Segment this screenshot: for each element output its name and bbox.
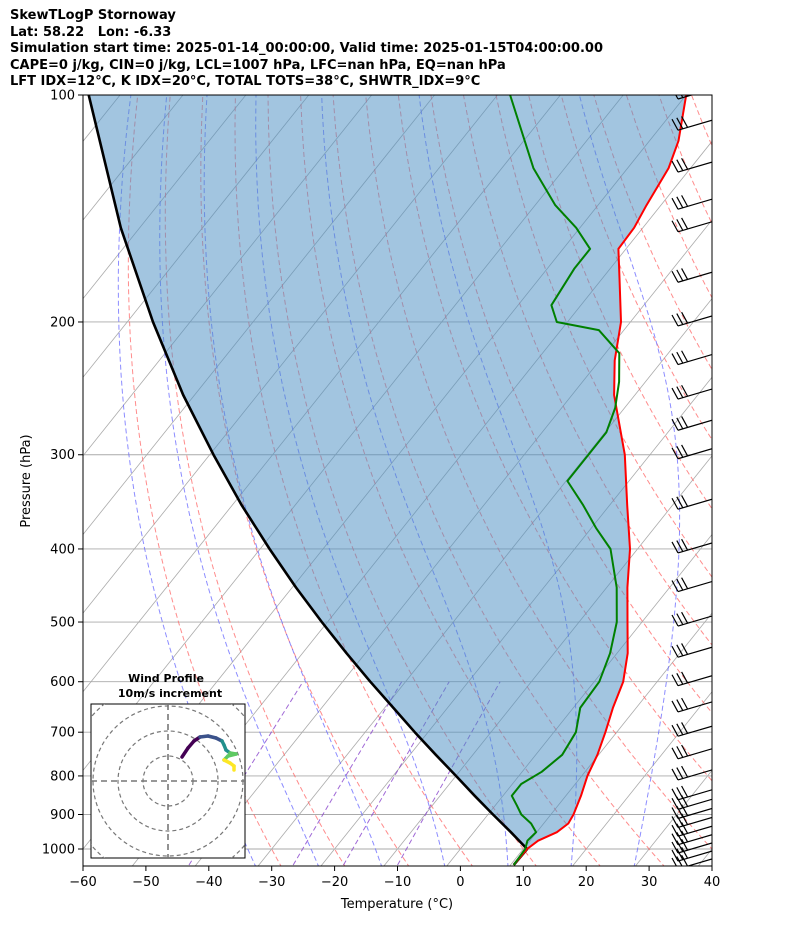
y-tick-label: 1000 [42, 843, 75, 858]
inset-subtitle: 10m/s increment [118, 687, 222, 700]
wind-barb-150 [671, 217, 712, 233]
hodograph-ring [117, 730, 219, 832]
wind-barb-1000 [671, 838, 712, 854]
inset-title: Wind Profile [128, 672, 204, 685]
wind-barb-600 [671, 671, 712, 687]
wind-barb-350 [671, 495, 712, 510]
wind-barb-700 [671, 722, 712, 737]
wind-barb-100 [675, 95, 694, 100]
wind-profile-inset: Wind Profile 10m/s increment [90, 672, 246, 859]
isotherm-30 [634, 769, 712, 866]
dry-adiabat-0 [234, 95, 474, 866]
cape-line: CAPE=0 j/kg, CIN=0 j/kg, LCL=1007 hPa, L… [10, 57, 506, 73]
dry-adiabat-150 [724, 95, 794, 868]
y-tick-label: 500 [50, 616, 75, 631]
moist-adiabat-30 [578, 95, 681, 866]
x-tick-label: −40 [195, 875, 222, 890]
dry-adiabat-160 [757, 95, 794, 868]
y-tick-label: 300 [50, 448, 75, 463]
mixing-ratio-line [292, 681, 403, 866]
wind-barb-225 [671, 350, 712, 366]
wind-barb-275 [671, 416, 712, 431]
wind-barb-650 [671, 697, 712, 713]
dry-adiabat-120 [625, 95, 712, 299]
dry-adiabat-170 [789, 95, 794, 868]
y-tick-label: 400 [50, 542, 75, 557]
wind-barb-110 [671, 116, 712, 131]
wind-barb-200 [671, 311, 712, 327]
y-axis-label: Pressure (hPa) [19, 434, 34, 527]
temperature-line [512, 95, 688, 866]
dry-adiabat-100 [560, 95, 712, 441]
isotherm-20 [572, 691, 712, 866]
isotherm-50 [760, 78, 794, 868]
moist-adiabat--20 [159, 95, 320, 866]
x-tick-label: −60 [69, 875, 96, 890]
dewpoint-line [509, 95, 621, 866]
wind-barb-1025 [671, 846, 712, 862]
dry-adiabat-60 [430, 95, 712, 714]
wind-barb-300 [671, 444, 712, 460]
isotherm--140 [83, 95, 184, 221]
moist-adiabat--10 [203, 95, 383, 866]
x-tick-label: −20 [321, 875, 348, 890]
y-tick-label: 600 [50, 675, 75, 690]
x-tick-label: 30 [641, 875, 658, 890]
wind-barb-175 [671, 268, 712, 283]
wind-barb-450 [671, 577, 712, 593]
dry-adiabat--30 [127, 95, 282, 866]
x-tick-label: 20 [578, 875, 595, 890]
chart-header: SkewTLogP Stornoway Lat: 58.22 Lon: -6.3… [10, 8, 603, 91]
wind-barb-550 [671, 643, 712, 658]
chart-title: SkewTLogP Stornoway [10, 8, 176, 23]
index-line: LFT IDX=12°C, K IDX=20°C, TOTAL TOTS=38°… [10, 74, 481, 89]
wind-barb-800 [671, 765, 712, 781]
y-tick-label: 800 [50, 769, 75, 784]
time-line: Simulation start time: 2025-01-14_00:00:… [10, 41, 603, 56]
x-tick-label: 0 [456, 875, 464, 890]
wind-barb-975 [671, 830, 712, 846]
dry-adiabat-140 [691, 95, 712, 148]
hodograph-segment [180, 746, 190, 759]
wind-barb-400 [671, 538, 712, 554]
wind-barb-850 [671, 785, 712, 801]
dry-adiabat-130 [658, 95, 712, 225]
wind-barb-250 [671, 384, 712, 400]
wind-barb-950 [671, 822, 712, 837]
isotherm--160 [0, 78, 71, 868]
cin-shading [88, 95, 687, 865]
x-tick-label: −10 [384, 875, 411, 890]
x-tick-label: 40 [704, 875, 721, 890]
wind-barb-140 [671, 195, 712, 210]
wind-barb-500 [671, 611, 712, 627]
isotherm-10 [509, 612, 712, 866]
y-tick-label: 100 [50, 89, 75, 104]
wind-barb-125 [671, 157, 712, 173]
parcel-profile-line [87, 95, 529, 866]
x-axis-label: Temperature (°C) [340, 897, 453, 912]
location-line: Lat: 58.22 Lon: -6.33 [10, 24, 172, 40]
y-tick-label: 900 [50, 808, 75, 823]
dry-adiabat--20 [164, 95, 346, 866]
y-tick-label: 700 [50, 726, 75, 741]
x-tick-label: 10 [515, 875, 532, 890]
wind-barb-750 [671, 744, 712, 760]
x-tick-label: −50 [132, 875, 159, 890]
y-tick-label: 200 [50, 315, 75, 330]
x-tick-label: −30 [258, 875, 285, 890]
